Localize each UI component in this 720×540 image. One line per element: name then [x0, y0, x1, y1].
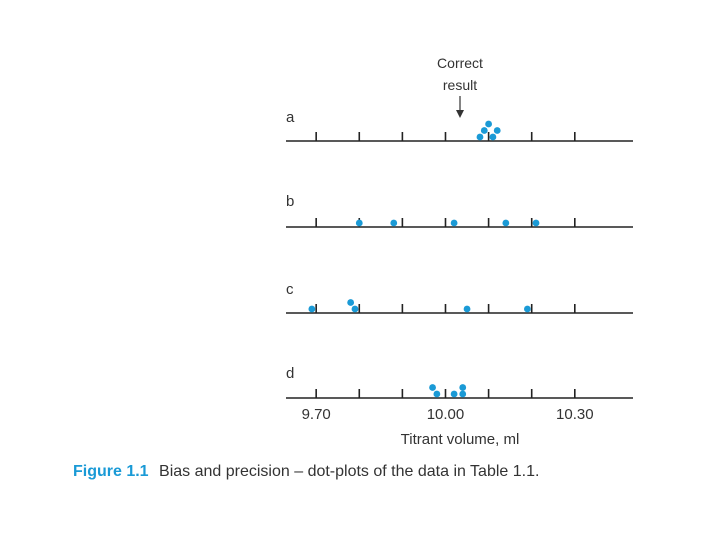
figure-caption-label: Figure 1.1: [73, 463, 149, 480]
data-point-c: [351, 305, 359, 313]
row-label-d: d: [286, 365, 294, 382]
figure-caption: Figure 1.1 Bias and precision – dot-plot…: [73, 463, 713, 481]
x-tick-label: 10.30: [556, 406, 594, 423]
data-point-b: [390, 219, 398, 227]
x-axis-label: Titrant volume, ml: [401, 431, 520, 448]
dot-plot-chart: Correct result a b c d 9.70 10.00 10.30 Titra…: [286, 55, 633, 448]
dot-row-b: b: [286, 193, 633, 228]
data-point-a: [480, 127, 488, 134]
dot-row-d: d: [286, 365, 633, 399]
data-point-d: [459, 384, 467, 391]
dot-row-c: c: [286, 281, 633, 314]
data-point-b: [355, 219, 363, 227]
annotation-text-line1: Correct: [437, 55, 483, 71]
x-tick-label: 9.70: [302, 406, 331, 423]
data-point-a: [476, 133, 484, 141]
data-point-d: [459, 390, 467, 398]
x-axis-tick-labels: 9.70 10.00 10.30: [302, 406, 594, 423]
data-point-a: [489, 133, 497, 141]
dot-rows: a b c d: [286, 109, 633, 399]
annotation-arrow-head: [456, 110, 464, 118]
data-point-b: [502, 219, 510, 227]
dot-row-a: a: [286, 109, 633, 142]
correct-result-annotation: Correct result: [437, 55, 483, 118]
data-point-a: [485, 120, 492, 128]
data-point-b: [450, 219, 458, 227]
x-tick-label: 10.00: [427, 406, 465, 423]
row-label-a: a: [286, 109, 295, 126]
data-point-d: [429, 384, 436, 391]
data-point-a: [493, 127, 501, 134]
annotation-text-line2: result: [443, 77, 477, 93]
row-label-c: c: [286, 281, 294, 298]
data-point-c: [308, 305, 316, 313]
data-point-c: [463, 305, 471, 313]
row-label-b: b: [286, 193, 294, 210]
data-point-d: [433, 390, 441, 398]
data-point-b: [532, 219, 540, 227]
data-point-d: [450, 390, 458, 398]
figure-caption-text: Bias and precision – dot-plots of the da…: [159, 463, 540, 480]
data-point-c: [523, 305, 531, 313]
data-point-c: [347, 299, 355, 306]
